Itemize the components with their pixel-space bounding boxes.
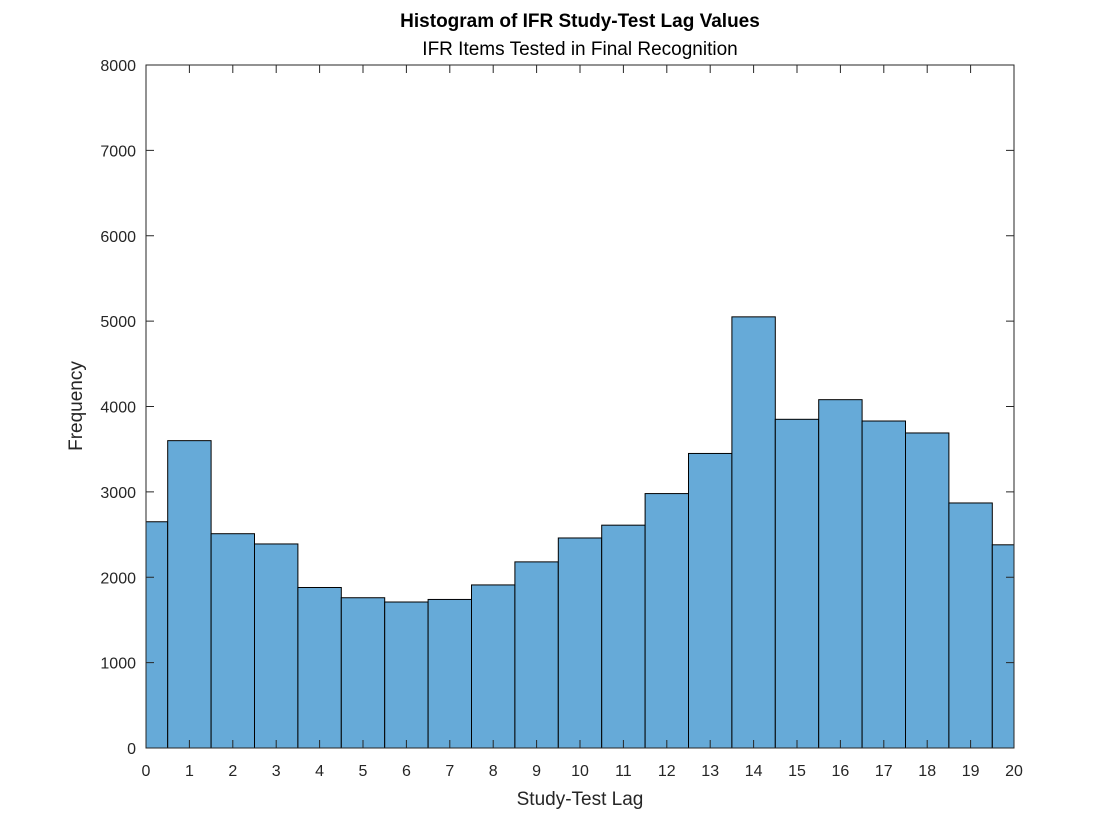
histogram-bar-14 bbox=[731, 316, 776, 749]
histogram-bar-8 bbox=[471, 584, 516, 749]
x-tick-label-11: 11 bbox=[615, 763, 632, 780]
x-tick-label-16: 16 bbox=[832, 763, 850, 780]
y-tick-label-5: 5000 bbox=[100, 314, 136, 331]
histogram-bar-2 bbox=[210, 533, 256, 749]
histogram-bar-7 bbox=[427, 598, 473, 749]
x-tick-label-17: 17 bbox=[875, 763, 893, 780]
histogram-bar-20 bbox=[991, 544, 1015, 749]
histogram-bar-0 bbox=[145, 521, 169, 749]
y-axis-ticks: 0 1000 2000 3000 4000 5000 6000 7000 8000 bbox=[100, 58, 1014, 758]
x-tick-label-6: 6 bbox=[402, 763, 411, 780]
x-tick-label-12: 12 bbox=[658, 763, 676, 780]
x-tick-label-3: 3 bbox=[272, 763, 281, 780]
histogram-bar-18 bbox=[905, 432, 950, 749]
histogram-bar-11 bbox=[601, 524, 646, 749]
histogram-bar-13 bbox=[688, 452, 733, 749]
x-tick-label-4: 4 bbox=[315, 763, 324, 780]
y-tick-label-6: 6000 bbox=[100, 229, 136, 246]
y-tick-label-1: 1000 bbox=[100, 656, 136, 673]
x-tick-label-1: 1 bbox=[185, 763, 194, 780]
x-tick-label-14: 14 bbox=[745, 763, 763, 780]
histogram-bar-16 bbox=[818, 399, 863, 749]
y-axis-label: Frequency bbox=[66, 361, 87, 451]
y-tick-label-4: 4000 bbox=[100, 400, 136, 417]
histogram-bar-4 bbox=[297, 586, 342, 749]
histogram-bar-5 bbox=[340, 597, 386, 749]
x-tick-label-8: 8 bbox=[489, 763, 498, 780]
y-tick-label-7: 7000 bbox=[100, 143, 136, 160]
x-tick-label-0: 0 bbox=[142, 763, 151, 780]
x-tick-label-2: 2 bbox=[228, 763, 237, 780]
x-tick-label-18: 18 bbox=[918, 763, 936, 780]
histogram-bar-3 bbox=[254, 543, 299, 749]
histogram-bars bbox=[145, 316, 1015, 749]
y-tick-label-8: 8000 bbox=[100, 58, 136, 75]
x-axis-ticks: 0 1 2 3 4 5 6 7 8 9 10 11 12 13 14 15 16 17 18 19 20 bbox=[142, 65, 1023, 780]
x-tick-label-7: 7 bbox=[445, 763, 454, 780]
histogram-bar-6 bbox=[384, 601, 429, 749]
x-tick-label-5: 5 bbox=[359, 763, 368, 780]
x-tick-label-20: 20 bbox=[1005, 763, 1023, 780]
x-tick-label-9: 9 bbox=[532, 763, 541, 780]
y-tick-label-0: 0 bbox=[127, 741, 136, 758]
histogram-bar-10 bbox=[557, 537, 603, 749]
histogram-bar-19 bbox=[948, 502, 993, 749]
histogram-bar-12 bbox=[644, 493, 689, 749]
x-tick-label-19: 19 bbox=[962, 763, 980, 780]
chart-subtitle: IFR Items Tested in Final Recognition bbox=[422, 39, 737, 60]
histogram-bar-1 bbox=[167, 440, 212, 749]
chart-title: Histogram of IFR Study-Test Lag Values bbox=[400, 11, 760, 32]
histogram-bar-15 bbox=[774, 418, 820, 749]
x-axis-label: Study-Test Lag bbox=[517, 789, 644, 810]
histogram-bar-9 bbox=[514, 561, 559, 749]
x-tick-label-13: 13 bbox=[701, 763, 719, 780]
histogram-bar-17 bbox=[861, 420, 906, 749]
x-tick-label-15: 15 bbox=[788, 763, 806, 780]
y-tick-label-2: 2000 bbox=[100, 570, 136, 587]
x-tick-label-10: 10 bbox=[571, 763, 589, 780]
y-tick-label-3: 3000 bbox=[100, 485, 136, 502]
